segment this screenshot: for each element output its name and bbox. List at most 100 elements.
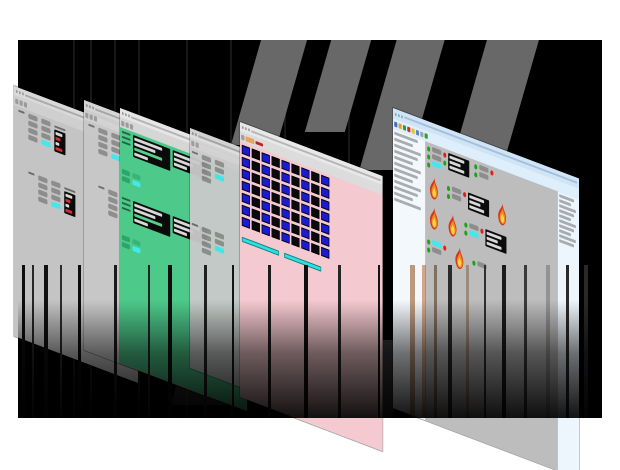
grid-cell[interactable] <box>281 195 290 208</box>
chip[interactable] <box>121 241 130 250</box>
yellow-icon[interactable] <box>411 128 415 135</box>
grid-cell[interactable] <box>281 231 290 244</box>
grid-cell[interactable] <box>261 176 270 189</box>
chip[interactable] <box>477 260 487 270</box>
grid-cell[interactable] <box>291 211 300 224</box>
card[interactable] <box>474 163 494 192</box>
window-5-right-panel[interactable] <box>557 191 579 470</box>
grid-cell[interactable] <box>321 246 330 259</box>
grid-cell[interactable] <box>251 148 260 161</box>
grid-cell[interactable] <box>261 164 270 177</box>
grid-cell[interactable] <box>301 215 310 228</box>
close-icon[interactable] <box>394 112 397 116</box>
minimize-icon[interactable] <box>244 126 247 131</box>
chip[interactable] <box>121 175 130 184</box>
grid-cell[interactable] <box>241 204 250 217</box>
chip-highlighted[interactable] <box>132 179 141 188</box>
grid-cell[interactable] <box>271 179 280 193</box>
window-5[interactable] <box>393 108 579 470</box>
maximize-icon[interactable] <box>92 106 94 110</box>
grey-icon[interactable] <box>420 131 424 138</box>
grid-cell[interactable] <box>251 196 260 209</box>
grid-cell[interactable] <box>311 183 320 196</box>
green-icon[interactable] <box>402 124 407 131</box>
grid-cell[interactable] <box>321 186 330 199</box>
close-icon[interactable] <box>15 89 18 94</box>
grid-cell[interactable] <box>271 227 280 241</box>
grid-cell[interactable] <box>321 210 330 223</box>
grid-cell[interactable] <box>271 203 280 217</box>
block-icon[interactable] <box>191 139 195 147</box>
window-5-sidebar[interactable] <box>393 129 426 423</box>
grid-cell[interactable] <box>301 239 310 252</box>
footer-bar[interactable] <box>284 252 322 272</box>
grid-cell[interactable] <box>311 171 320 184</box>
grid-cell[interactable] <box>241 144 250 157</box>
card[interactable] <box>472 259 487 270</box>
grid-cell[interactable] <box>281 159 290 172</box>
close-icon[interactable] <box>191 131 194 136</box>
minimize-icon[interactable] <box>397 113 400 118</box>
window-4[interactable] <box>240 122 383 452</box>
minimize-icon[interactable] <box>194 132 197 137</box>
grid-cell[interactable] <box>321 222 330 235</box>
close-icon[interactable] <box>85 103 88 108</box>
grid-cell[interactable] <box>291 175 300 188</box>
maximize-icon[interactable] <box>128 114 130 118</box>
grid-cell[interactable] <box>281 183 290 196</box>
footer-bar[interactable] <box>241 236 280 256</box>
block-icon[interactable] <box>241 133 245 141</box>
block-icon[interactable] <box>85 111 89 119</box>
grid-cell[interactable] <box>321 198 330 211</box>
chip-highlighted[interactable] <box>132 245 141 254</box>
block-icon[interactable] <box>195 141 199 148</box>
grid-cell[interactable] <box>261 152 270 165</box>
grid-cell[interactable] <box>241 180 250 193</box>
maximize-icon[interactable] <box>22 92 24 96</box>
grid-cell[interactable] <box>261 224 270 237</box>
grid-cell[interactable] <box>291 199 300 212</box>
minimize-icon[interactable] <box>18 90 21 95</box>
blue-icon[interactable] <box>415 129 420 136</box>
grid-cell[interactable] <box>241 156 250 169</box>
block-icon[interactable] <box>129 123 134 130</box>
grid-cell[interactable] <box>301 203 310 216</box>
grid-cell[interactable] <box>271 191 280 205</box>
grid-cell[interactable] <box>251 172 260 185</box>
minimize-icon[interactable] <box>88 104 91 109</box>
block-icon[interactable] <box>125 121 129 128</box>
block-icon[interactable] <box>19 99 23 106</box>
grid-cell[interactable] <box>301 191 310 204</box>
block-icon[interactable] <box>121 119 125 127</box>
grid-cell[interactable] <box>311 219 320 232</box>
maximize-icon[interactable] <box>401 114 403 119</box>
close-icon[interactable] <box>241 125 244 130</box>
block-icon[interactable] <box>23 101 28 108</box>
grid-cell[interactable] <box>321 234 330 247</box>
grid-cell[interactable] <box>261 188 270 201</box>
card[interactable] <box>427 238 447 259</box>
grid-cell[interactable] <box>301 167 310 180</box>
grid-cell[interactable] <box>291 235 300 248</box>
grid-cell[interactable] <box>291 187 300 200</box>
minimize-icon[interactable] <box>124 112 127 117</box>
block-icon[interactable] <box>89 113 93 120</box>
block-icon[interactable] <box>15 97 19 105</box>
grid-cell[interactable] <box>311 195 320 208</box>
grid-cell[interactable] <box>261 212 270 225</box>
grid-cell[interactable] <box>311 231 320 244</box>
green-icon[interactable] <box>424 132 428 140</box>
red-icon[interactable] <box>407 126 411 133</box>
grid-cell[interactable] <box>291 223 300 236</box>
grid-cell[interactable] <box>241 216 250 229</box>
grid-cell[interactable] <box>281 219 290 232</box>
grid-cell[interactable] <box>271 155 280 169</box>
grid-cell[interactable] <box>251 208 260 221</box>
close-icon[interactable] <box>121 111 124 116</box>
grid-cell[interactable] <box>311 243 320 256</box>
maximize-icon[interactable] <box>248 128 250 132</box>
grid-cell[interactable] <box>251 220 260 233</box>
blue-icon[interactable] <box>394 121 398 128</box>
grid-cell[interactable] <box>301 179 310 192</box>
grid-cell[interactable] <box>261 200 270 213</box>
